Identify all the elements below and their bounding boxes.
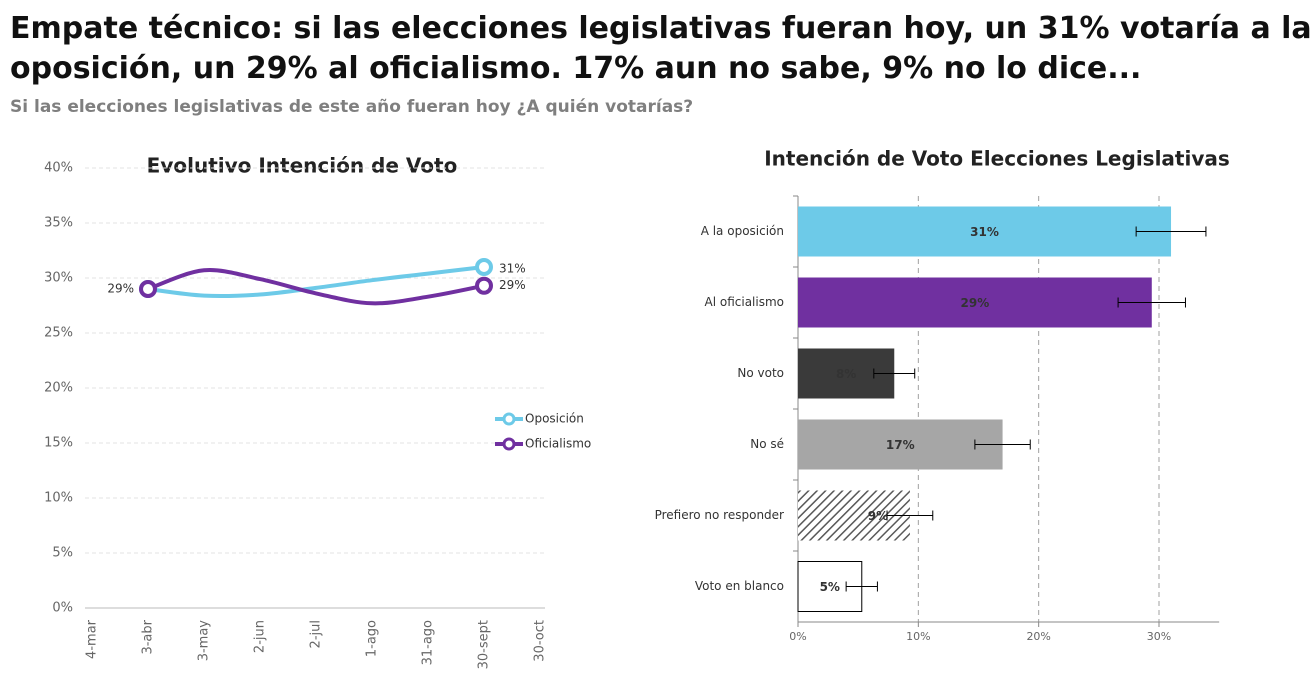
data-label: 5% bbox=[820, 580, 840, 594]
legend-label: Oficialismo bbox=[525, 437, 591, 451]
x-tick-label: 31-ago bbox=[421, 620, 436, 665]
x-tick-label: 10% bbox=[906, 630, 930, 643]
y-tick-label: 30% bbox=[44, 271, 73, 286]
bar bbox=[798, 206, 1172, 257]
y-tick-label: 20% bbox=[44, 381, 73, 396]
point-marker bbox=[475, 258, 493, 276]
x-tick-label: 3-may bbox=[197, 620, 212, 662]
y-tick-label: 5% bbox=[52, 546, 73, 561]
y-tick-label: A la oposición bbox=[701, 224, 784, 238]
series-line bbox=[147, 268, 485, 306]
chart-title: Evolutivo Intención de Voto bbox=[147, 154, 458, 178]
point-marker bbox=[475, 276, 493, 295]
y-tick-label: Voto en blanco bbox=[695, 579, 784, 593]
x-tick-label: 1-ago bbox=[365, 620, 380, 657]
y-tick-label: No voto bbox=[737, 366, 784, 380]
x-tick-label: 4-mar bbox=[85, 619, 100, 659]
chart-title: Intención de Voto Elecciones Legislativa… bbox=[764, 147, 1230, 171]
point-marker bbox=[139, 280, 157, 298]
data-label: 29% bbox=[107, 282, 134, 296]
y-tick-label: No sé bbox=[750, 437, 784, 451]
y-tick-label: 10% bbox=[44, 491, 73, 506]
legend-marker bbox=[502, 437, 516, 451]
y-tick-label: 35% bbox=[44, 216, 73, 231]
y-tick-label: 0% bbox=[52, 601, 73, 616]
x-tick-label: 3-abr bbox=[141, 619, 156, 654]
x-tick-label: 2-jun bbox=[253, 620, 268, 653]
x-tick-label: 20% bbox=[1026, 630, 1050, 643]
data-label: 17% bbox=[886, 438, 915, 452]
legend-marker bbox=[502, 412, 516, 426]
data-label: 31% bbox=[970, 225, 999, 239]
x-tick-label: 2-jul bbox=[309, 620, 324, 648]
y-tick-label: 25% bbox=[44, 326, 73, 341]
x-tick-label: 30-sept bbox=[477, 620, 492, 669]
y-tick-label: 15% bbox=[44, 436, 73, 451]
data-label: 8% bbox=[836, 367, 856, 381]
bar bbox=[798, 277, 1152, 328]
data-label: 29% bbox=[499, 278, 526, 292]
bar bbox=[798, 419, 1003, 470]
data-label: 31% bbox=[499, 262, 526, 276]
series-line bbox=[147, 265, 485, 298]
title: Empate técnico: si las elecciones legisl… bbox=[10, 11, 1312, 86]
data-label: 9% bbox=[868, 509, 888, 523]
legend-label: Oposición bbox=[525, 412, 584, 426]
y-tick-label: Prefiero no responder bbox=[655, 508, 784, 522]
x-tick-label: 30-oct bbox=[533, 620, 548, 662]
y-tick-label: Al oficialismo bbox=[705, 295, 785, 309]
data-label: 29% bbox=[961, 296, 990, 310]
y-tick-label: 40% bbox=[44, 161, 73, 176]
subtitle: Si las elecciones legislativas de este a… bbox=[10, 97, 693, 117]
x-tick-label: 30% bbox=[1147, 630, 1171, 643]
x-tick-label: 0% bbox=[789, 630, 806, 643]
